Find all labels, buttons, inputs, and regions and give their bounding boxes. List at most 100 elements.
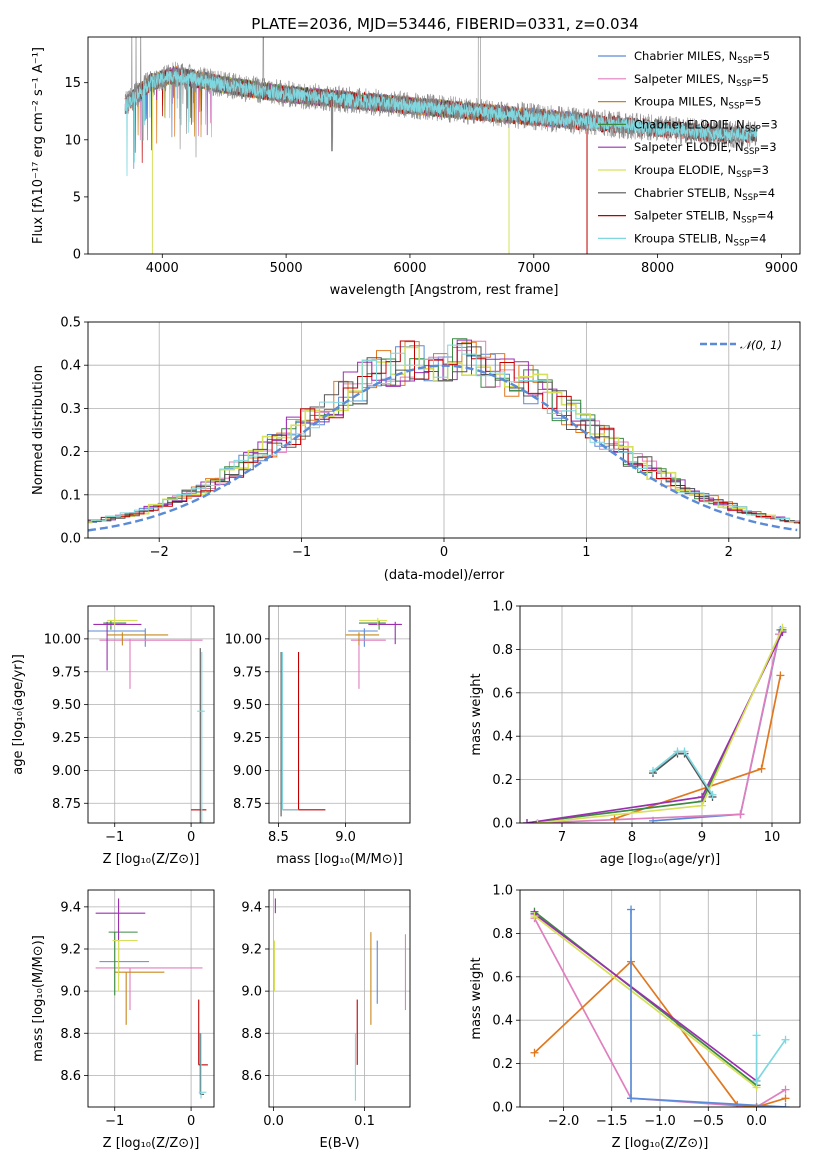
x-tick-label: −1 bbox=[292, 545, 311, 560]
x-tick-label: 5000 bbox=[270, 261, 303, 276]
y-tick-label: 0.2 bbox=[492, 773, 513, 788]
x-tick-label: 9000 bbox=[765, 261, 798, 276]
y-tick-label: 9.0 bbox=[241, 985, 262, 1000]
x-tick-label: 8 bbox=[628, 830, 636, 845]
y-tick-label: 0.6 bbox=[492, 970, 513, 985]
axes-frame bbox=[87, 321, 801, 539]
y-tick-label: 9.4 bbox=[60, 900, 81, 915]
plot-area bbox=[523, 623, 787, 823]
y-tick-label: 9.2 bbox=[241, 942, 262, 957]
y-tick-label: 9.00 bbox=[233, 764, 262, 779]
axes-frame bbox=[519, 889, 801, 1108]
weight-series-line bbox=[652, 752, 714, 798]
x-axis-label: Z [log₁₀(Z/Z⊙)] bbox=[612, 1136, 709, 1151]
weight-series-line bbox=[652, 629, 782, 822]
y-axis-label: mass weight bbox=[469, 957, 484, 1039]
y-tick-label: 0.0 bbox=[492, 1101, 513, 1116]
x-tick-label: −2.0 bbox=[548, 1114, 580, 1129]
legend-label: Salpeter ELODIE, NSSP=3 bbox=[634, 140, 777, 157]
y-tick-label: 0.6 bbox=[492, 686, 513, 701]
y-tick-label: 10.00 bbox=[225, 632, 262, 647]
panel-age-vs-mass: 8.5 9.0 8.75 9.00 9.25 9.50 9.75 10.00 mass [log… bbox=[225, 605, 411, 867]
y-tick-label: 8.75 bbox=[52, 797, 81, 812]
legend-label: Chabrier MILES, NSSP=5 bbox=[634, 49, 770, 66]
y-tick-label: 0.4 bbox=[492, 1014, 513, 1029]
y-tick-label: 9.75 bbox=[233, 665, 262, 680]
y-tick-label: 9.2 bbox=[60, 942, 81, 957]
legend-label: Kroupa STELIB, NSSP=4 bbox=[634, 231, 766, 248]
x-tick-label: −1 bbox=[105, 1114, 124, 1129]
legend: Chabrier MILES, NSSP=5 Salpeter MILES, NS… bbox=[598, 49, 778, 248]
panel-mass-vs-Z: −1 0 8.6 8.8 9.0 9.2 9.4 Z [log₁₀(Z/Z⊙)] mass [l… bbox=[31, 889, 215, 1151]
plot-area bbox=[530, 905, 790, 1107]
axes-frame bbox=[268, 605, 411, 824]
y-tick-label: 8.75 bbox=[233, 797, 262, 812]
x-tick-label: −1.5 bbox=[596, 1114, 628, 1129]
plot-area bbox=[95, 898, 208, 1099]
x-tick-label: 8.5 bbox=[268, 830, 289, 845]
weight-series-line bbox=[533, 915, 758, 1089]
y-tick-label: 8.8 bbox=[60, 1027, 81, 1042]
legend-label: Chabrier ELODIE, NSSP=3 bbox=[634, 117, 778, 134]
plot-area bbox=[88, 617, 207, 823]
x-tick-label: −1 bbox=[105, 830, 124, 845]
axes-frame bbox=[268, 889, 411, 1108]
x-axis-label: (data-model)/error bbox=[384, 568, 505, 583]
plot-area bbox=[273, 898, 407, 1101]
y-tick-label: 8.6 bbox=[241, 1069, 262, 1084]
figure-title: PLATE=2036, MJD=53446, FIBERID=0331, z=0… bbox=[251, 15, 638, 33]
y-tick-label: 9.25 bbox=[233, 731, 262, 746]
x-axis-label: Z [log₁₀(Z/Z⊙)] bbox=[103, 852, 200, 867]
y-tick-label: 9.50 bbox=[233, 698, 262, 713]
x-axis-label: E(B-V) bbox=[319, 1136, 359, 1151]
weight-series-line bbox=[533, 913, 758, 1082]
x-tick-label: −1.0 bbox=[644, 1114, 676, 1129]
y-axis-label: mass weight bbox=[469, 673, 484, 755]
x-tick-label: 8000 bbox=[641, 261, 674, 276]
x-axis-label: age [log₁₀(age/yr)] bbox=[600, 852, 721, 867]
y-tick-label: 9.4 bbox=[241, 900, 262, 915]
legend-label: Chabrier STELIB, NSSP=4 bbox=[634, 186, 775, 203]
y-tick-label: 0.0 bbox=[60, 532, 81, 547]
x-tick-label: 0 bbox=[187, 1114, 195, 1129]
histogram-series bbox=[88, 344, 800, 522]
panel-massweight-vs-age: 7 8 9 10 0.0 0.2 0.4 0.6 0.8 1.0 age [log₁₀(age/yr… bbox=[469, 600, 801, 867]
y-tick-label: 0.2 bbox=[60, 445, 81, 460]
y-tick-label: 0.5 bbox=[60, 316, 81, 331]
y-tick-label: 5 bbox=[73, 190, 81, 205]
y-axis-label: mass [log₁₀(M/M⊙)] bbox=[31, 935, 46, 1062]
legend-label: Salpeter STELIB, NSSP=4 bbox=[634, 209, 774, 226]
y-tick-label: 0.4 bbox=[492, 730, 513, 745]
y-tick-label: 8.6 bbox=[60, 1069, 81, 1084]
plot-area bbox=[124, 37, 758, 254]
y-tick-label: 1.0 bbox=[492, 884, 513, 899]
y-tick-label: 9.50 bbox=[52, 698, 81, 713]
y-tick-label: 0 bbox=[73, 248, 81, 263]
axes-frame bbox=[87, 605, 215, 824]
y-tick-label: 8.8 bbox=[241, 1027, 262, 1042]
legend-label: Salpeter MILES, NSSP=5 bbox=[634, 72, 769, 89]
y-tick-label: 9.25 bbox=[52, 731, 81, 746]
x-tick-label: 2 bbox=[725, 545, 733, 560]
weight-series-line bbox=[755, 1035, 787, 1084]
histogram-series bbox=[88, 346, 800, 524]
panel-massweight-vs-Z: −2.0 −1.5 −1.0 −0.5 0.0 0.0 0.2 0.4 0.6 0.8 1.0 Z [… bbox=[469, 884, 801, 1151]
y-axis-label: Normed distribution bbox=[31, 365, 46, 495]
axes-frame bbox=[519, 605, 801, 824]
x-tick-label: 0.1 bbox=[354, 1114, 375, 1129]
x-tick-label: 0 bbox=[187, 830, 195, 845]
y-tick-label: 1.0 bbox=[492, 600, 513, 615]
x-axis-label: wavelength [Angstrom, rest frame] bbox=[330, 283, 559, 298]
y-tick-label: 9.0 bbox=[60, 985, 81, 1000]
x-tick-label: 9 bbox=[698, 830, 706, 845]
plot-area bbox=[280, 617, 402, 817]
legend-label: Kroupa ELODIE, NSSP=3 bbox=[634, 163, 769, 180]
y-tick-label: 0.2 bbox=[492, 1057, 513, 1072]
plot-area bbox=[88, 338, 800, 532]
y-tick-label: 0.4 bbox=[60, 359, 81, 374]
y-tick-label: 9.75 bbox=[52, 665, 81, 680]
x-tick-label: 1 bbox=[582, 545, 590, 560]
x-tick-label: 9.0 bbox=[335, 830, 356, 845]
x-tick-label: −0.5 bbox=[692, 1114, 724, 1129]
